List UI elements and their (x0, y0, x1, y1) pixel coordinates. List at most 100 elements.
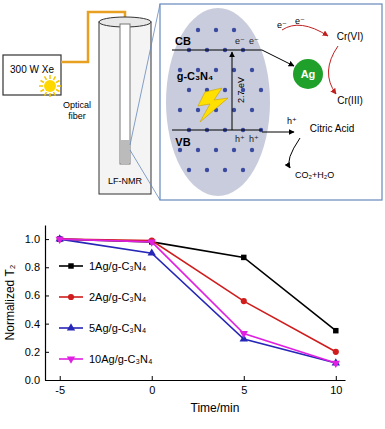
vb-edge (172, 129, 262, 130)
legend-marker (67, 323, 75, 330)
y-axis-title: Normalized T₂ (3, 264, 17, 340)
figure: 300 W XeOpticalfiberLF-NMRCBVB2.7 eVg-C₃… (0, 0, 385, 429)
legend-item: 2Ag/g-C₃N₄ (59, 291, 147, 303)
marker (332, 361, 340, 368)
legend-label: 5Ag/g-C₃N₄ (89, 322, 147, 334)
network-atom (196, 108, 200, 112)
tick-mark (336, 376, 337, 380)
series-line (60, 239, 336, 331)
network-atom (187, 88, 191, 92)
tick: 0 (149, 376, 155, 396)
legend-item: 10Ag/g-C₃N₄ (59, 353, 153, 365)
tick-label: 0.8 (25, 261, 40, 273)
electron-arrow (282, 25, 328, 36)
marker (56, 237, 64, 244)
zoom-line (130, 150, 160, 200)
electron-label: e⁻ (295, 16, 305, 26)
tick-label: 10 (330, 384, 342, 396)
tick-mark (244, 376, 245, 380)
marker (241, 255, 246, 260)
tick-label: 0 (149, 384, 155, 396)
tick-label: 0.2 (25, 346, 40, 358)
lamp-label: 300 W Xe (10, 64, 54, 75)
cb-edge (172, 49, 262, 50)
marker (333, 328, 338, 333)
oxidation-product-label: CO₂+H₂O (295, 170, 334, 180)
catalyst-label: g-C₃N₄ (177, 70, 214, 82)
x-axis: -5 0 5 10 (46, 376, 346, 396)
y-axis: 0.0 0.2 0.4 0.6 0.8 1.0 (25, 226, 49, 387)
sun-ray (40, 90, 43, 92)
hole-label: h⁺ (235, 134, 245, 144)
legend-label: 10Ag/g-C₃N₄ (89, 353, 153, 365)
tick: 0.2 (25, 346, 49, 358)
sun-ray (49, 93, 51, 97)
network-atom (214, 68, 218, 72)
marker (148, 248, 156, 255)
tick-label: 5 (241, 384, 247, 396)
fiber-label-line: fiber (68, 111, 86, 121)
tick-mark (45, 295, 49, 296)
network-atom (205, 168, 209, 172)
network-atom (250, 148, 254, 152)
tick: 0.4 (25, 318, 49, 330)
vb-label: VB (175, 136, 190, 148)
series-line (60, 239, 336, 363)
excitation-arrow (232, 52, 233, 130)
tick-label: -5 (55, 384, 65, 396)
sun-ray (45, 92, 47, 95)
sun-disk (44, 80, 56, 92)
ag-particle (293, 59, 323, 89)
tick-mark (152, 376, 153, 380)
tick-mark (45, 267, 49, 268)
electron-label: e⁻ (235, 36, 245, 46)
sun-ray (45, 76, 47, 79)
tick-mark (45, 352, 49, 353)
marker (241, 298, 247, 304)
sun-ray (39, 85, 43, 87)
sun-ray (49, 75, 51, 79)
network-atom (232, 148, 236, 152)
fiber-label-line: Optical (63, 100, 91, 110)
sun-ray (57, 85, 61, 87)
network-atom (178, 108, 182, 112)
tick-label: 1.0 (25, 233, 40, 245)
network-atom (214, 28, 218, 32)
network-atom (223, 168, 227, 172)
product-label: Cr(III) (337, 95, 363, 106)
legend-marker (68, 263, 73, 268)
lamp-box (3, 55, 61, 95)
cb-label: CB (175, 35, 191, 47)
series-line (60, 239, 336, 363)
marker (333, 349, 339, 355)
sun-ray (54, 76, 56, 79)
zoom-line (130, 4, 160, 145)
legend-item: 1Ag/g-C₃N₄ (59, 260, 147, 272)
tick: 0.8 (25, 261, 49, 273)
oxidation-arrow (289, 138, 300, 168)
legend-label: 1Ag/g-C₃N₄ (89, 260, 147, 272)
marker (148, 240, 156, 247)
x-axis-title: Time/min (191, 401, 240, 415)
inset-frame (160, 4, 382, 200)
tick: 5 (241, 376, 247, 396)
plot-marks (56, 234, 340, 368)
catalyst-sheet (166, 8, 270, 196)
tick: -5 (55, 376, 65, 396)
transfer-arrow (262, 50, 294, 66)
legend-marker (68, 294, 74, 300)
network-atom (196, 28, 200, 32)
network-atom (223, 88, 227, 92)
hole-arrow (262, 132, 294, 133)
cylinder-body (99, 22, 151, 194)
tick-label: 0.0 (25, 374, 40, 386)
electron-label: e⁻ (277, 20, 287, 30)
scavenger-label: Citric Acid (310, 123, 354, 134)
network-atom (187, 168, 191, 172)
network-atom (232, 28, 236, 32)
network-atom (214, 148, 218, 152)
sample-tube (120, 24, 130, 164)
tick-mark (45, 380, 49, 381)
tick: 0.6 (25, 289, 49, 301)
network-atom (259, 88, 263, 92)
